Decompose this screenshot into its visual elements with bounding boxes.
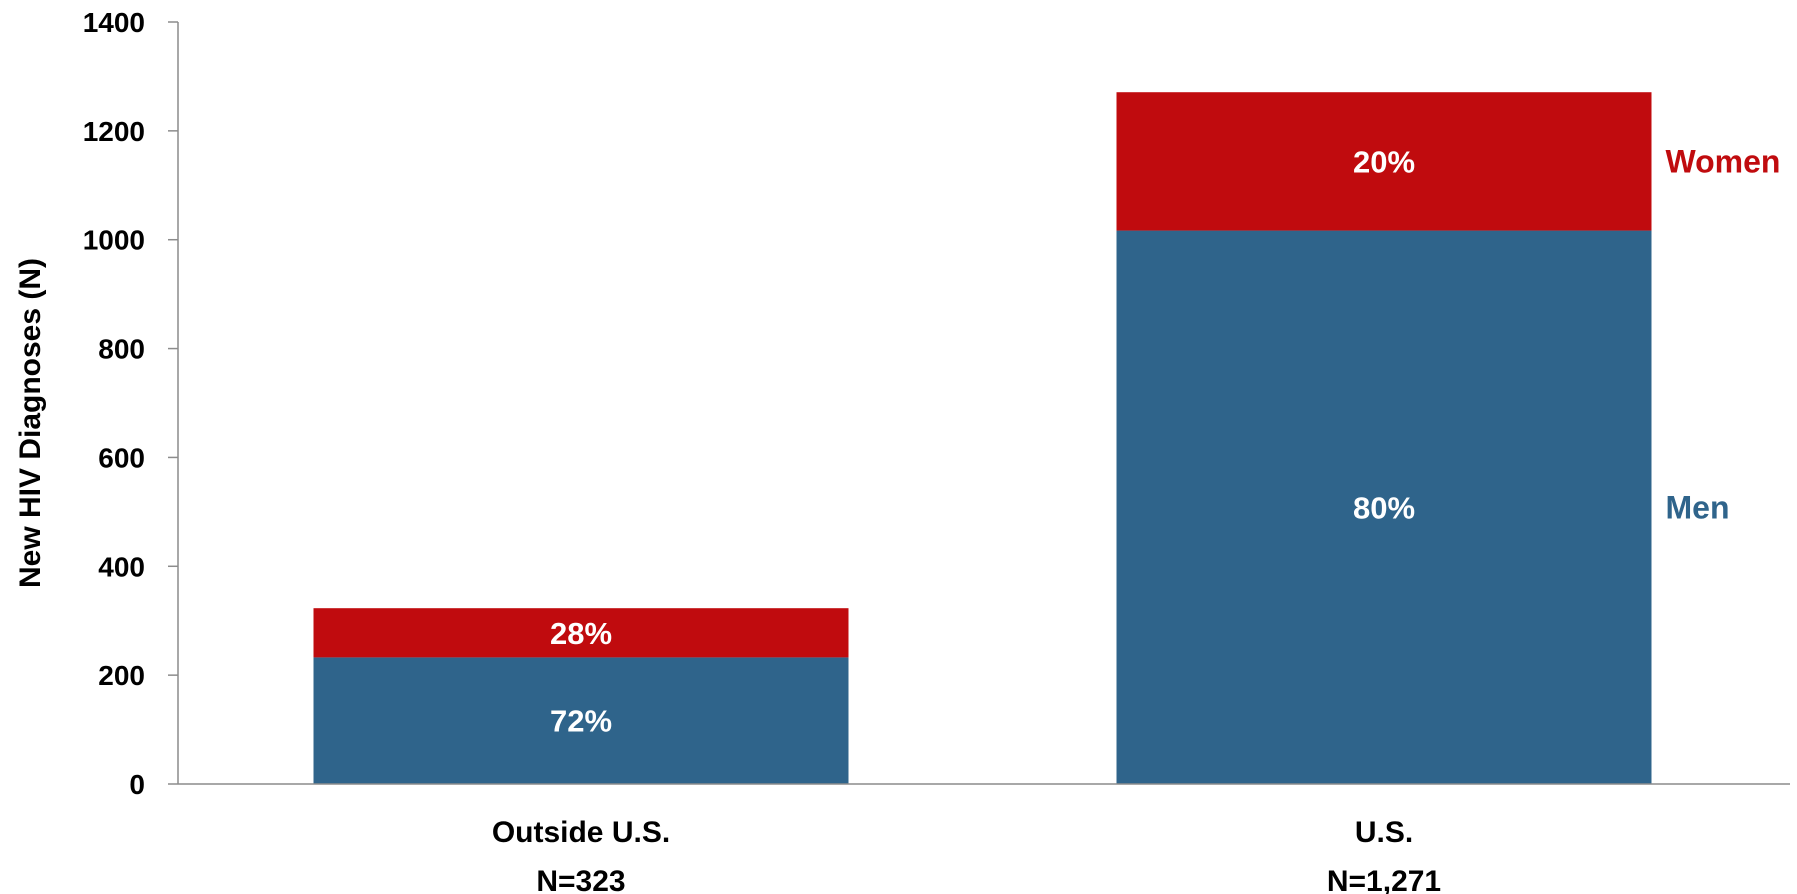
y-tick-label: 1400 (83, 7, 145, 38)
y-tick-label: 1000 (83, 225, 145, 256)
x-category-n-label: N=323 (536, 865, 625, 894)
legend-entry-women: Women (1666, 143, 1781, 179)
x-category-n-label: N=1,271 (1327, 865, 1441, 894)
axes (177, 22, 1790, 785)
bar-segment-men (313, 657, 849, 784)
x-axis-labels: Outside U.S. N=323 U.S. N=1,271 (492, 816, 1441, 894)
y-tick-label: 400 (98, 551, 145, 582)
bar-segment-women (1116, 92, 1652, 231)
bar-segment-men (1116, 230, 1652, 784)
bars: 72% 28% 80% 20% (313, 92, 1652, 784)
legend: Men Women (1666, 143, 1781, 525)
y-tick-label: 0 (129, 769, 145, 800)
y-tick-label: 600 (98, 442, 145, 473)
y-tick-label: 800 (98, 334, 145, 365)
x-category-label: U.S. (1355, 816, 1413, 849)
y-axis-label: New HIV Diagnoses (N) (14, 258, 47, 588)
bar-label-women: 28% (550, 616, 612, 651)
bar-label-women: 20% (1353, 144, 1415, 179)
bar-label-men: 72% (550, 704, 612, 739)
bar-label-men: 80% (1353, 490, 1415, 525)
bar-segment-women (313, 608, 849, 658)
y-tick-label: 200 (98, 660, 145, 691)
x-category-label: Outside U.S. (492, 816, 670, 849)
y-tick-label: 1200 (83, 116, 145, 147)
legend-entry-men: Men (1666, 489, 1730, 525)
y-axis-ticks: 0 200 400 600 800 1000 1200 1400 (83, 7, 178, 800)
